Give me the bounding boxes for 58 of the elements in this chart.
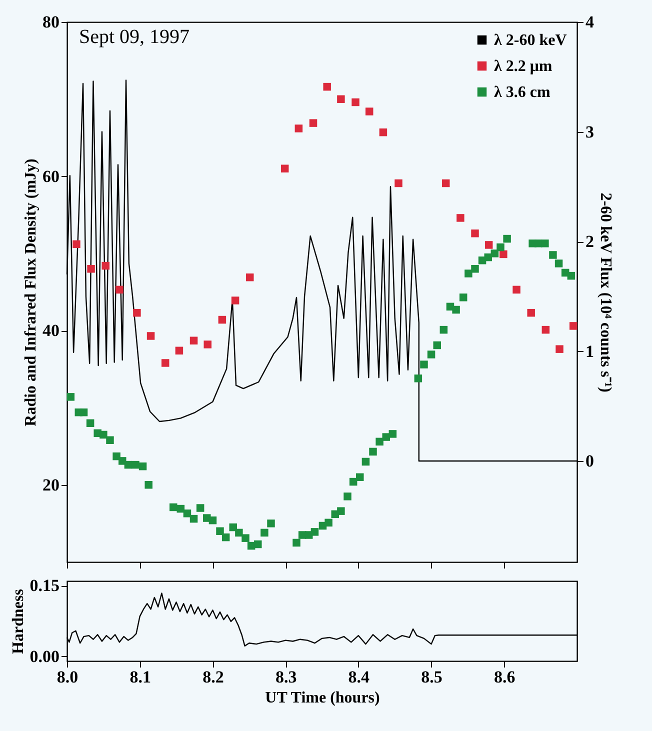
- point: [204, 340, 212, 348]
- annotation: Sept 09, 1997: [79, 26, 190, 48]
- point: [569, 322, 578, 330]
- y2-tick-label: 3: [586, 122, 594, 142]
- point: [527, 308, 535, 317]
- point: [133, 308, 141, 317]
- y-axis-title: Hardness: [10, 589, 27, 654]
- y2-tick-label: 0: [586, 452, 594, 471]
- point: [190, 336, 198, 344]
- point: [231, 296, 240, 304]
- point: [556, 345, 564, 353]
- point: [337, 95, 345, 104]
- y-tick-label: 40: [42, 321, 60, 340]
- point: [280, 164, 289, 172]
- y2-tick-label: 1: [586, 342, 594, 361]
- point: [323, 82, 331, 91]
- point: [379, 128, 388, 136]
- legend-label: λ 3.6 cm: [494, 84, 551, 101]
- point: [102, 262, 110, 270]
- point: [246, 273, 254, 282]
- y-tick-label: 20: [42, 475, 60, 494]
- y-tick-label: 0.15: [30, 576, 60, 596]
- point: [294, 124, 303, 132]
- point: [512, 286, 520, 294]
- point: [471, 230, 479, 238]
- point: [218, 316, 226, 324]
- x-tick-label: 8.1: [130, 668, 151, 686]
- y-tick-label: 0.00: [30, 646, 60, 666]
- x-tick-label: 8.4: [348, 668, 370, 686]
- legend-label: λ 2-60 keV: [494, 32, 568, 49]
- x-tick-label: 8.0: [56, 668, 78, 686]
- point: [442, 179, 450, 188]
- point: [542, 326, 550, 334]
- y2-axis-title: 2-60 keV Flux (10⁴ counts s⁻¹): [597, 192, 614, 392]
- y-axis-title: Radio and Infrared Flux Density (mJy): [22, 158, 40, 426]
- x-axis-title: UT Time (hours): [265, 690, 380, 706]
- point: [500, 250, 508, 258]
- point: [161, 359, 170, 367]
- x-tick-label: 8.6: [494, 668, 516, 686]
- point: [394, 179, 402, 188]
- point: [146, 332, 155, 340]
- legend-label: λ 2.2 μm: [494, 58, 553, 75]
- x-tick-label: 8.5: [421, 668, 442, 686]
- point: [456, 214, 464, 222]
- point: [309, 119, 318, 127]
- point: [484, 241, 493, 249]
- point: [72, 240, 80, 248]
- point: [175, 346, 184, 354]
- x-tick-label: 8.2: [202, 668, 224, 686]
- point: [365, 108, 374, 116]
- x-tick-label: 8.3: [275, 668, 297, 686]
- y2-tick-label: 4: [586, 12, 594, 32]
- y-tick-label: 60: [42, 166, 60, 186]
- y2-tick-label: 2: [586, 232, 594, 252]
- point: [116, 286, 124, 294]
- point: [352, 98, 360, 106]
- point: [87, 264, 95, 273]
- y-tick-label: 80: [42, 12, 60, 32]
